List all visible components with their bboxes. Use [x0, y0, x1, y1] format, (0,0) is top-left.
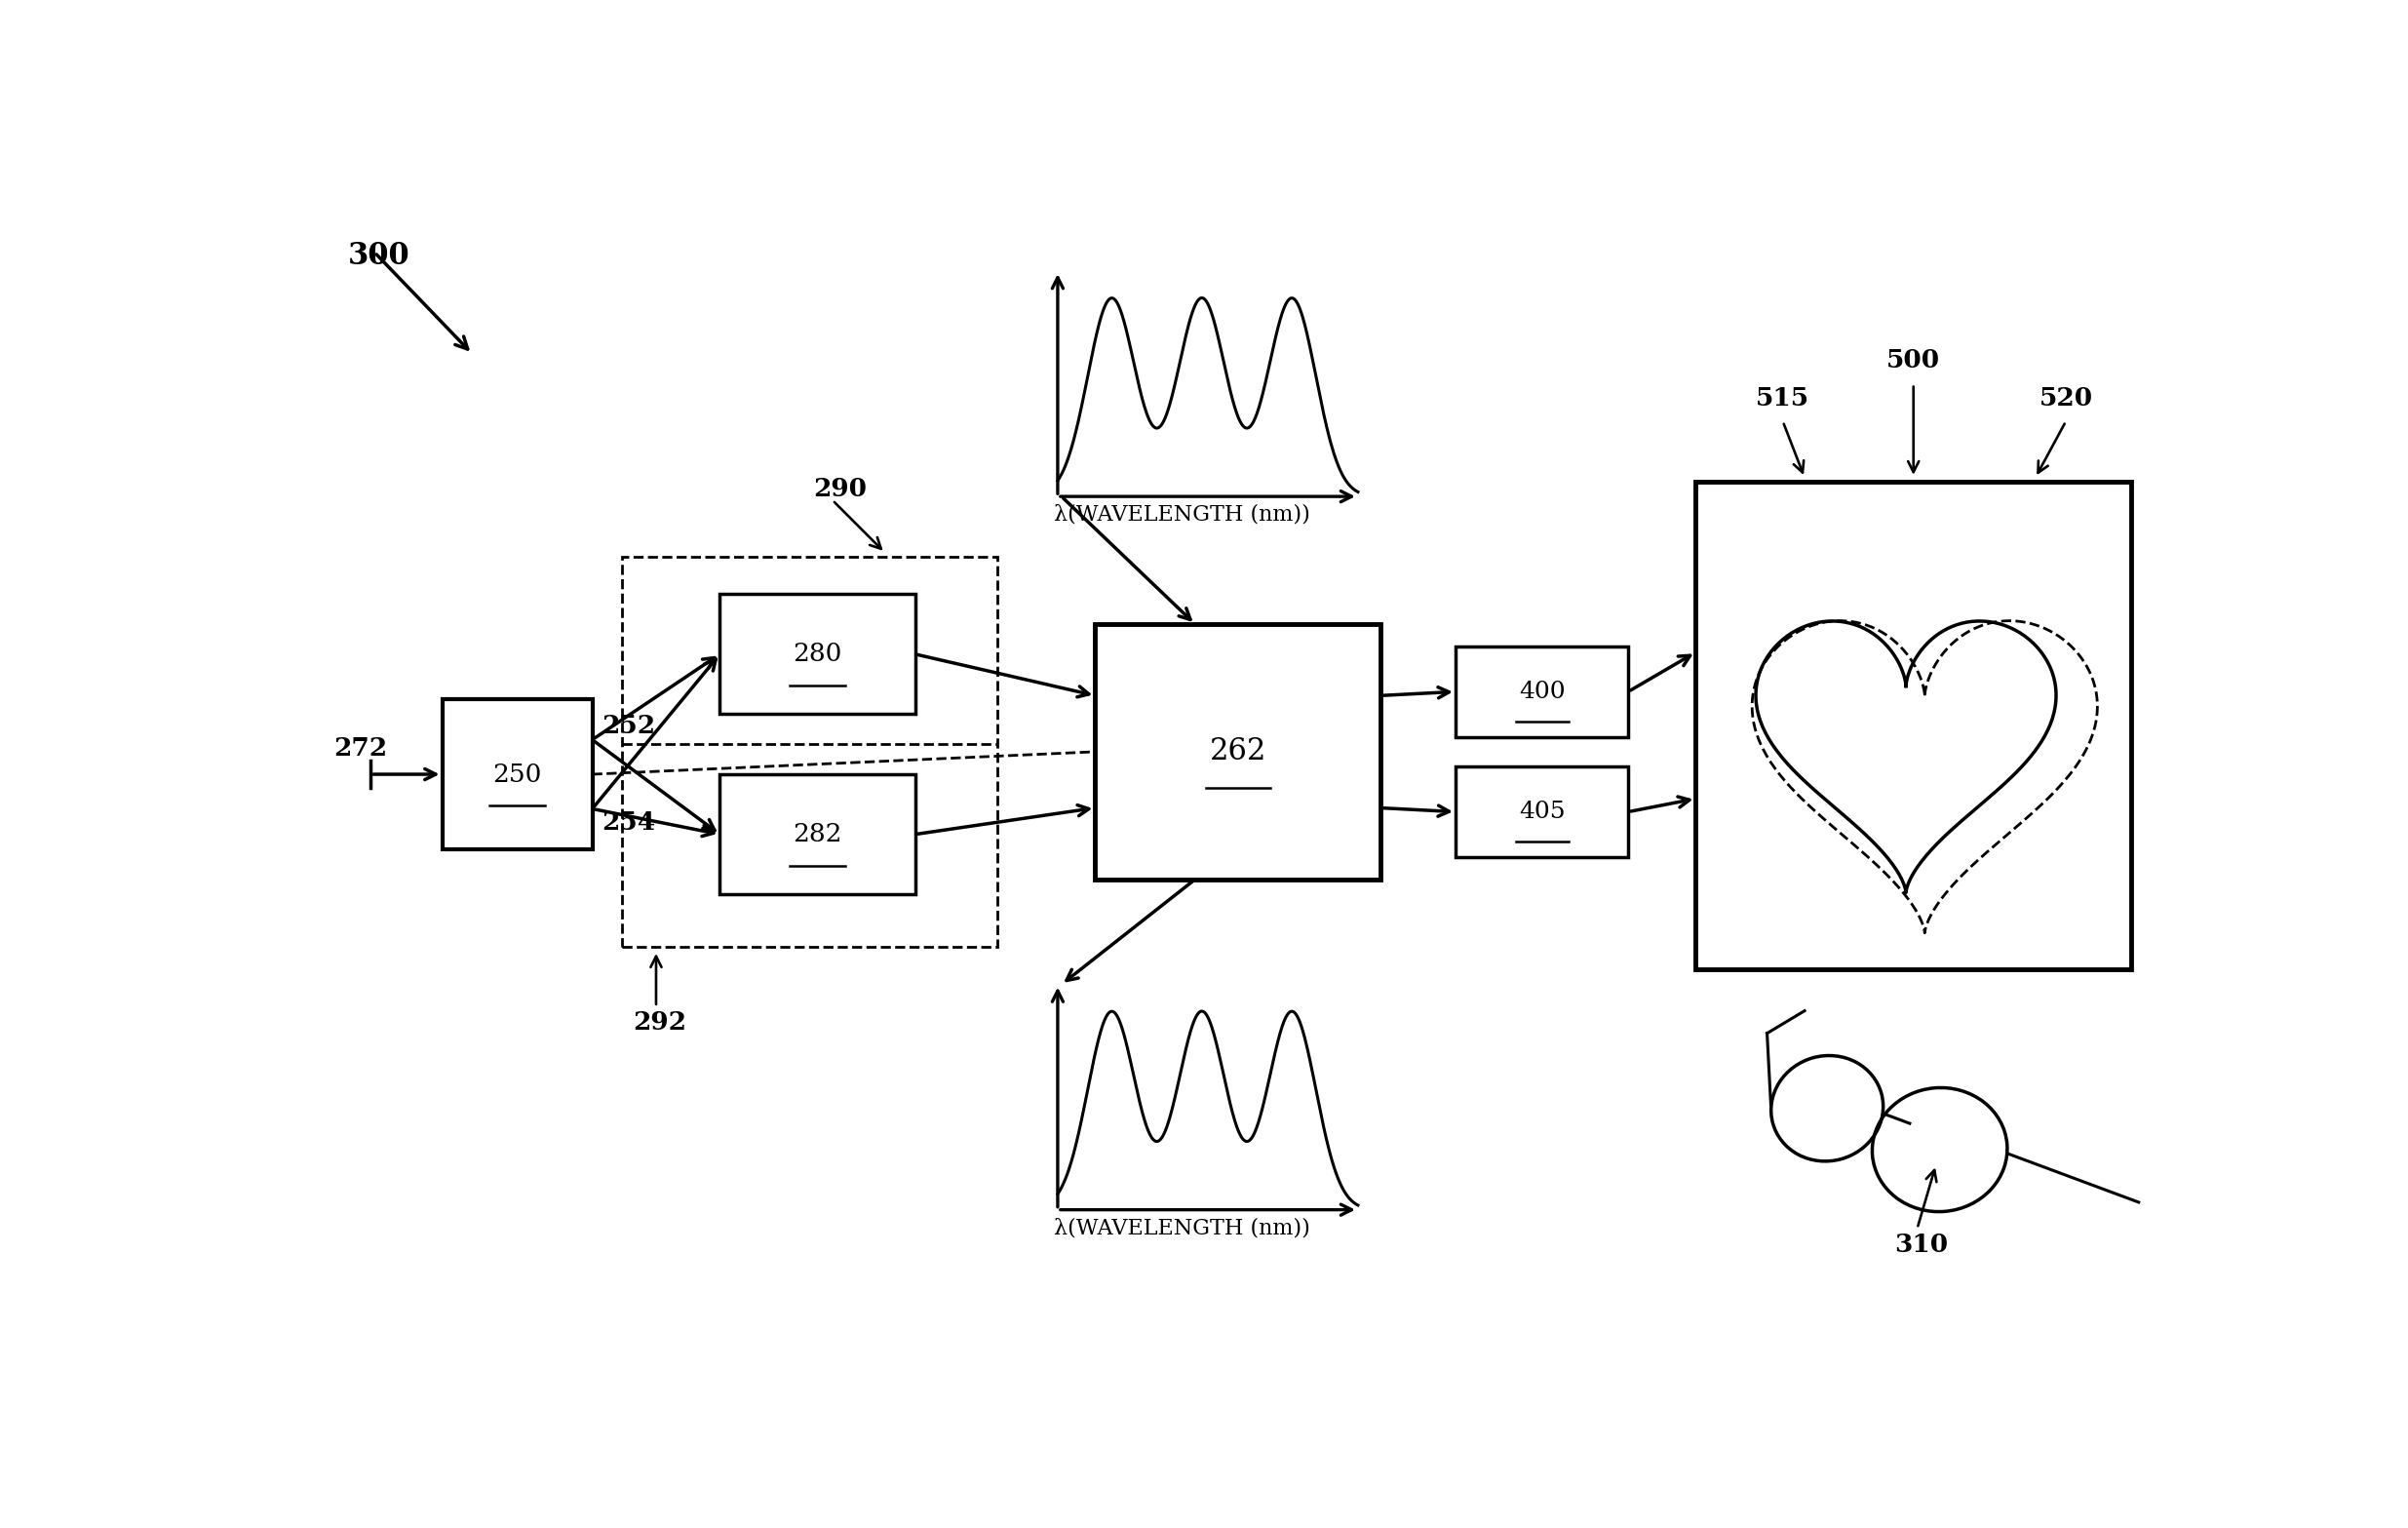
Text: 272: 272: [332, 736, 388, 759]
Bar: [1454, 646, 1628, 736]
Text: 400: 400: [1519, 680, 1565, 703]
Bar: [1454, 767, 1628, 857]
Text: 300: 300: [349, 241, 409, 272]
Text: 515: 515: [1755, 385, 1811, 410]
Text: λ(WAVELENGTH (nm)): λ(WAVELENGTH (nm)): [1055, 504, 1310, 526]
Text: 262: 262: [1209, 736, 1267, 767]
Text: 252: 252: [602, 714, 655, 738]
Text: 520: 520: [2040, 385, 2093, 410]
Text: 254: 254: [602, 810, 655, 834]
Text: 282: 282: [792, 822, 843, 847]
Bar: [443, 700, 592, 850]
Bar: [720, 775, 915, 894]
Bar: [1695, 481, 2131, 969]
Text: 500: 500: [1885, 348, 1941, 373]
Text: 280: 280: [792, 642, 843, 666]
Bar: [621, 556, 997, 947]
Text: 290: 290: [814, 477, 867, 501]
Bar: [720, 594, 915, 714]
Text: 250: 250: [494, 762, 542, 787]
Text: 310: 310: [1895, 1232, 1948, 1256]
Text: 292: 292: [633, 1010, 686, 1034]
Text: 405: 405: [1519, 801, 1565, 824]
Bar: [1096, 623, 1380, 880]
Text: λ(WAVELENGTH (nm)): λ(WAVELENGTH (nm)): [1055, 1218, 1310, 1239]
